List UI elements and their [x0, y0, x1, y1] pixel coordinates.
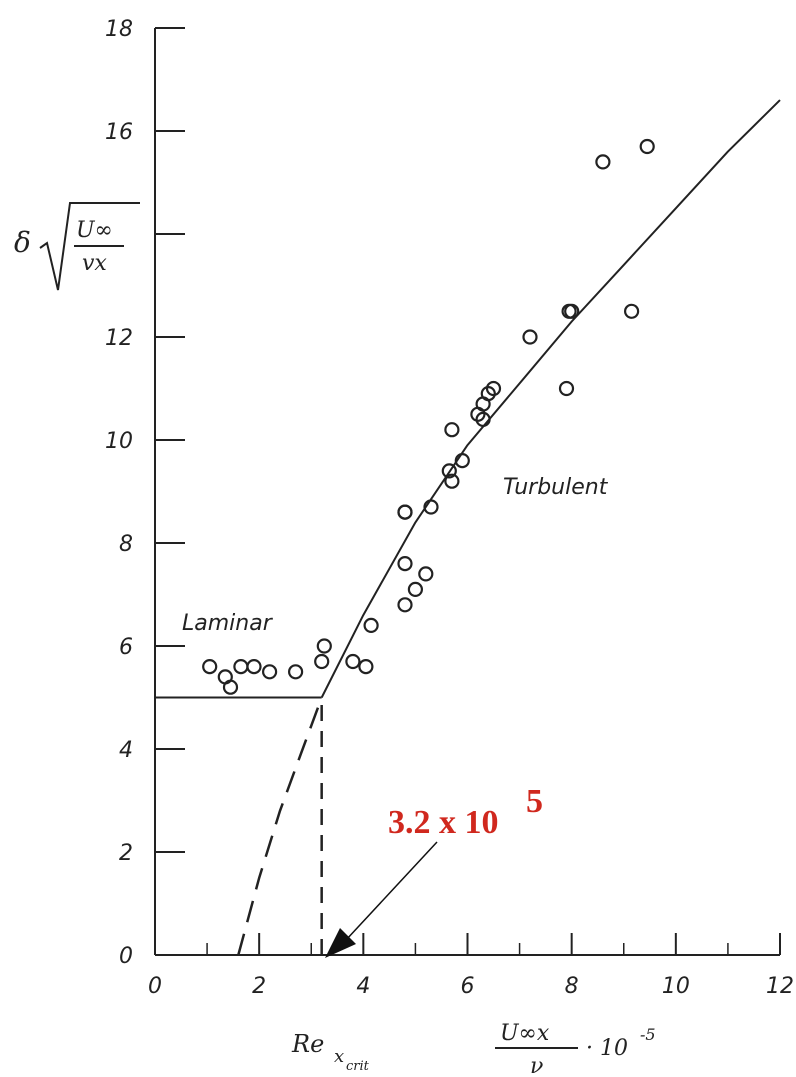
y-tick-label: 16: [105, 120, 133, 145]
re-crit-subsub: crit: [346, 1059, 370, 1074]
y-tick-label: 18: [105, 17, 133, 42]
re-crit-sub: x: [334, 1046, 344, 1067]
data-point: [558, 380, 575, 397]
data-point: [358, 658, 374, 675]
data-point: [423, 499, 439, 515]
callout-base: 3.2 x 10: [388, 804, 499, 841]
turbulent-extrapolation-dashed: [237, 697, 323, 956]
data-point: [564, 303, 580, 319]
x-tick-label: 8: [565, 974, 579, 999]
data-point: [475, 411, 491, 427]
data-point: [407, 581, 423, 598]
data-point: [316, 638, 332, 654]
y-axis-label-numerator: U∞: [76, 218, 113, 243]
data-point: [485, 380, 502, 397]
x-axis-label: U∞x ν · 10 -5: [495, 1021, 656, 1077]
data-point: [314, 653, 330, 670]
turbulent-label: Turbulent: [503, 475, 609, 500]
data-points: [202, 138, 655, 695]
callout-exponent: 5: [526, 783, 543, 820]
data-point: [397, 597, 413, 613]
x-axis-label-exponent: -5: [640, 1025, 656, 1044]
y-tick-label: 6: [119, 635, 133, 660]
data-point: [363, 617, 379, 634]
x-tick-label: 0: [148, 974, 162, 999]
y-tick-label: 4: [119, 738, 133, 763]
y-tick-label: 10: [105, 429, 133, 454]
data-point: [418, 566, 434, 582]
ticks: 0 2 4 6 8 10 12 0 2 4 6 8 10 12 16 18: [105, 17, 794, 999]
data-point: [444, 473, 460, 489]
data-point: [522, 329, 538, 345]
x-tick-label: 6: [461, 974, 475, 999]
data-point: [345, 653, 361, 670]
re-crit-label: Re x crit: [291, 1030, 370, 1074]
data-point: [233, 658, 249, 675]
data-point: [454, 453, 470, 469]
x-tick-label: 12: [766, 974, 794, 999]
y-axis-label-denominator: vx: [82, 251, 107, 276]
x-tick-label: 10: [662, 974, 690, 999]
data-point: [441, 463, 457, 479]
turbulent-curve: [320, 99, 781, 698]
y-axis-label: δ U∞ vx: [14, 202, 140, 291]
y-axis-label-symbol: δ: [14, 226, 31, 259]
y-tick-label: 2: [119, 841, 133, 866]
y-tick-label: 0: [119, 944, 133, 969]
data-point: [202, 658, 218, 675]
sqrt-sign: [39, 202, 140, 291]
x-axis-label-denominator: ν: [530, 1054, 543, 1077]
x-axis-label-suffix: · 10: [586, 1036, 628, 1061]
curves: [155, 99, 781, 956]
data-point: [222, 679, 239, 695]
data-point: [288, 664, 304, 680]
x-tick-label: 4: [356, 974, 370, 999]
data-point: [480, 386, 496, 402]
laminar-label: Laminar: [182, 611, 274, 636]
callout-arrow-line: [345, 841, 438, 941]
x-axis-label-numerator: U∞x: [500, 1021, 550, 1046]
data-point: [246, 658, 262, 675]
data-point: [623, 303, 640, 319]
data-point: [444, 422, 460, 438]
data-point: [397, 555, 413, 572]
data-point: [397, 504, 413, 520]
data-point: [595, 154, 611, 170]
critical-reynolds-callout: 3.2 x 10 5: [325, 783, 543, 958]
y-tick-label: 8: [119, 532, 133, 557]
y-tick-label: 12: [105, 326, 133, 351]
re-crit-base: Re: [291, 1030, 324, 1058]
data-point: [639, 138, 655, 155]
data-point: [262, 664, 278, 680]
callout-arrow-head: [325, 928, 356, 958]
x-tick-label: 2: [252, 974, 266, 999]
